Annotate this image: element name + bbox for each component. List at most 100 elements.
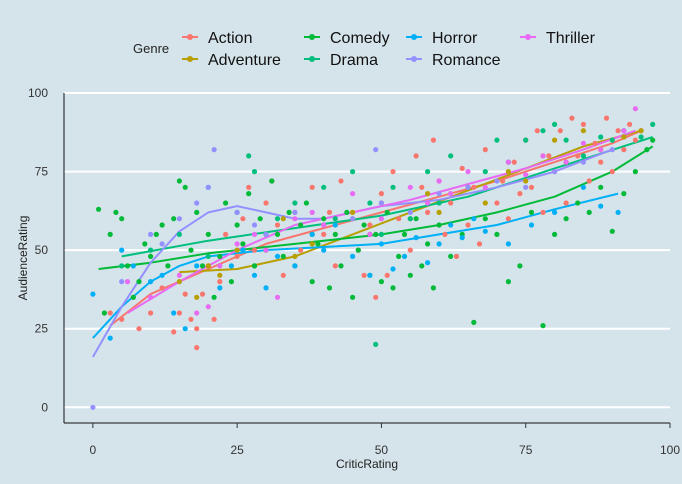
point-action [194,345,200,351]
point-comedy [240,241,246,247]
y-tick-label: 0 [41,400,48,414]
legend-key-point [411,56,417,62]
point-action [298,247,304,253]
point-action [471,184,477,190]
point-action [465,222,471,228]
x-ticks: 0 25 50 75 100 [90,423,680,457]
point-comedy [176,178,182,184]
point-comedy [182,184,188,190]
point-drama [598,134,604,140]
point-comedy [436,222,442,228]
point-adventure [482,200,488,206]
point-horror [448,222,454,228]
point-action [396,216,402,222]
point-comedy [482,216,488,222]
point-horror [240,247,246,253]
point-comedy [188,247,194,253]
point-horror [119,247,125,253]
point-comedy [223,200,229,206]
point-romance [251,222,258,228]
point-horror [182,326,188,332]
point-comedy [609,228,615,234]
point-comedy [286,209,292,215]
point-adventure [309,241,315,247]
point-action [171,329,177,335]
point-drama [119,263,125,269]
legend-key-point [187,56,193,62]
point-action [217,279,223,285]
point-action [609,169,615,175]
legend-key-point [187,34,193,40]
point-comedy [384,209,390,215]
point-comedy [303,200,309,206]
legend: Genre Action Adventure Comedy Drama Horror Ro… [133,30,596,69]
point-adventure [436,209,442,215]
point-adventure [217,272,223,278]
point-horror [350,253,356,259]
point-action [407,247,413,253]
point-thriller [598,147,604,153]
point-comedy [332,231,338,237]
point-action [367,222,373,228]
point-action [534,128,540,134]
point-action [575,153,581,159]
legend-item-drama: Drama [304,52,378,69]
point-drama [638,134,644,140]
point-comedy [148,253,154,259]
point-comedy [159,222,165,228]
point-comedy [575,200,581,206]
legend-label: Horror [432,30,478,47]
point-comedy [257,216,263,222]
point-action [459,165,465,171]
point-romance [205,184,211,190]
point-thriller [367,231,373,237]
point-romance [159,241,165,247]
point-comedy [142,241,148,247]
point-comedy [373,231,379,237]
point-comedy [113,209,119,215]
point-action [413,153,419,159]
point-comedy [552,231,558,237]
point-thriller [425,200,431,206]
y-tick-label: 50 [35,243,49,257]
point-comedy [528,209,535,215]
point-horror [615,209,621,215]
point-comedy [298,222,304,228]
point-drama [148,247,154,253]
point-drama [494,137,500,143]
point-comedy [425,241,431,247]
point-horror [425,260,431,266]
point-comedy [419,263,425,269]
point-comedy [361,222,367,228]
point-horror [580,184,587,190]
legend-item-romance: Romance [406,52,501,69]
point-romance [523,184,529,190]
point-comedy [621,191,627,197]
point-action [194,326,200,332]
point-horror [292,263,298,269]
point-thriller [251,231,258,237]
point-action [148,310,154,316]
point-comedy [171,216,177,222]
point-thriller [378,216,384,222]
legend-item-action: Action [182,30,252,47]
point-action [263,200,269,206]
point-romance [407,209,413,215]
point-adventure [505,169,511,175]
point-drama [482,169,488,175]
point-drama [523,137,529,143]
point-thriller [407,184,413,190]
point-drama [367,200,373,206]
point-comedy [101,310,107,316]
point-comedy [598,184,604,190]
point-action [632,137,639,143]
point-adventure [234,247,240,253]
point-thriller [482,184,488,190]
point-romance [494,178,500,184]
x-axis-title: CriticRating [336,457,398,471]
point-comedy [321,216,327,222]
point-comedy [211,294,217,300]
point-action [603,115,610,121]
point-comedy [153,231,159,237]
